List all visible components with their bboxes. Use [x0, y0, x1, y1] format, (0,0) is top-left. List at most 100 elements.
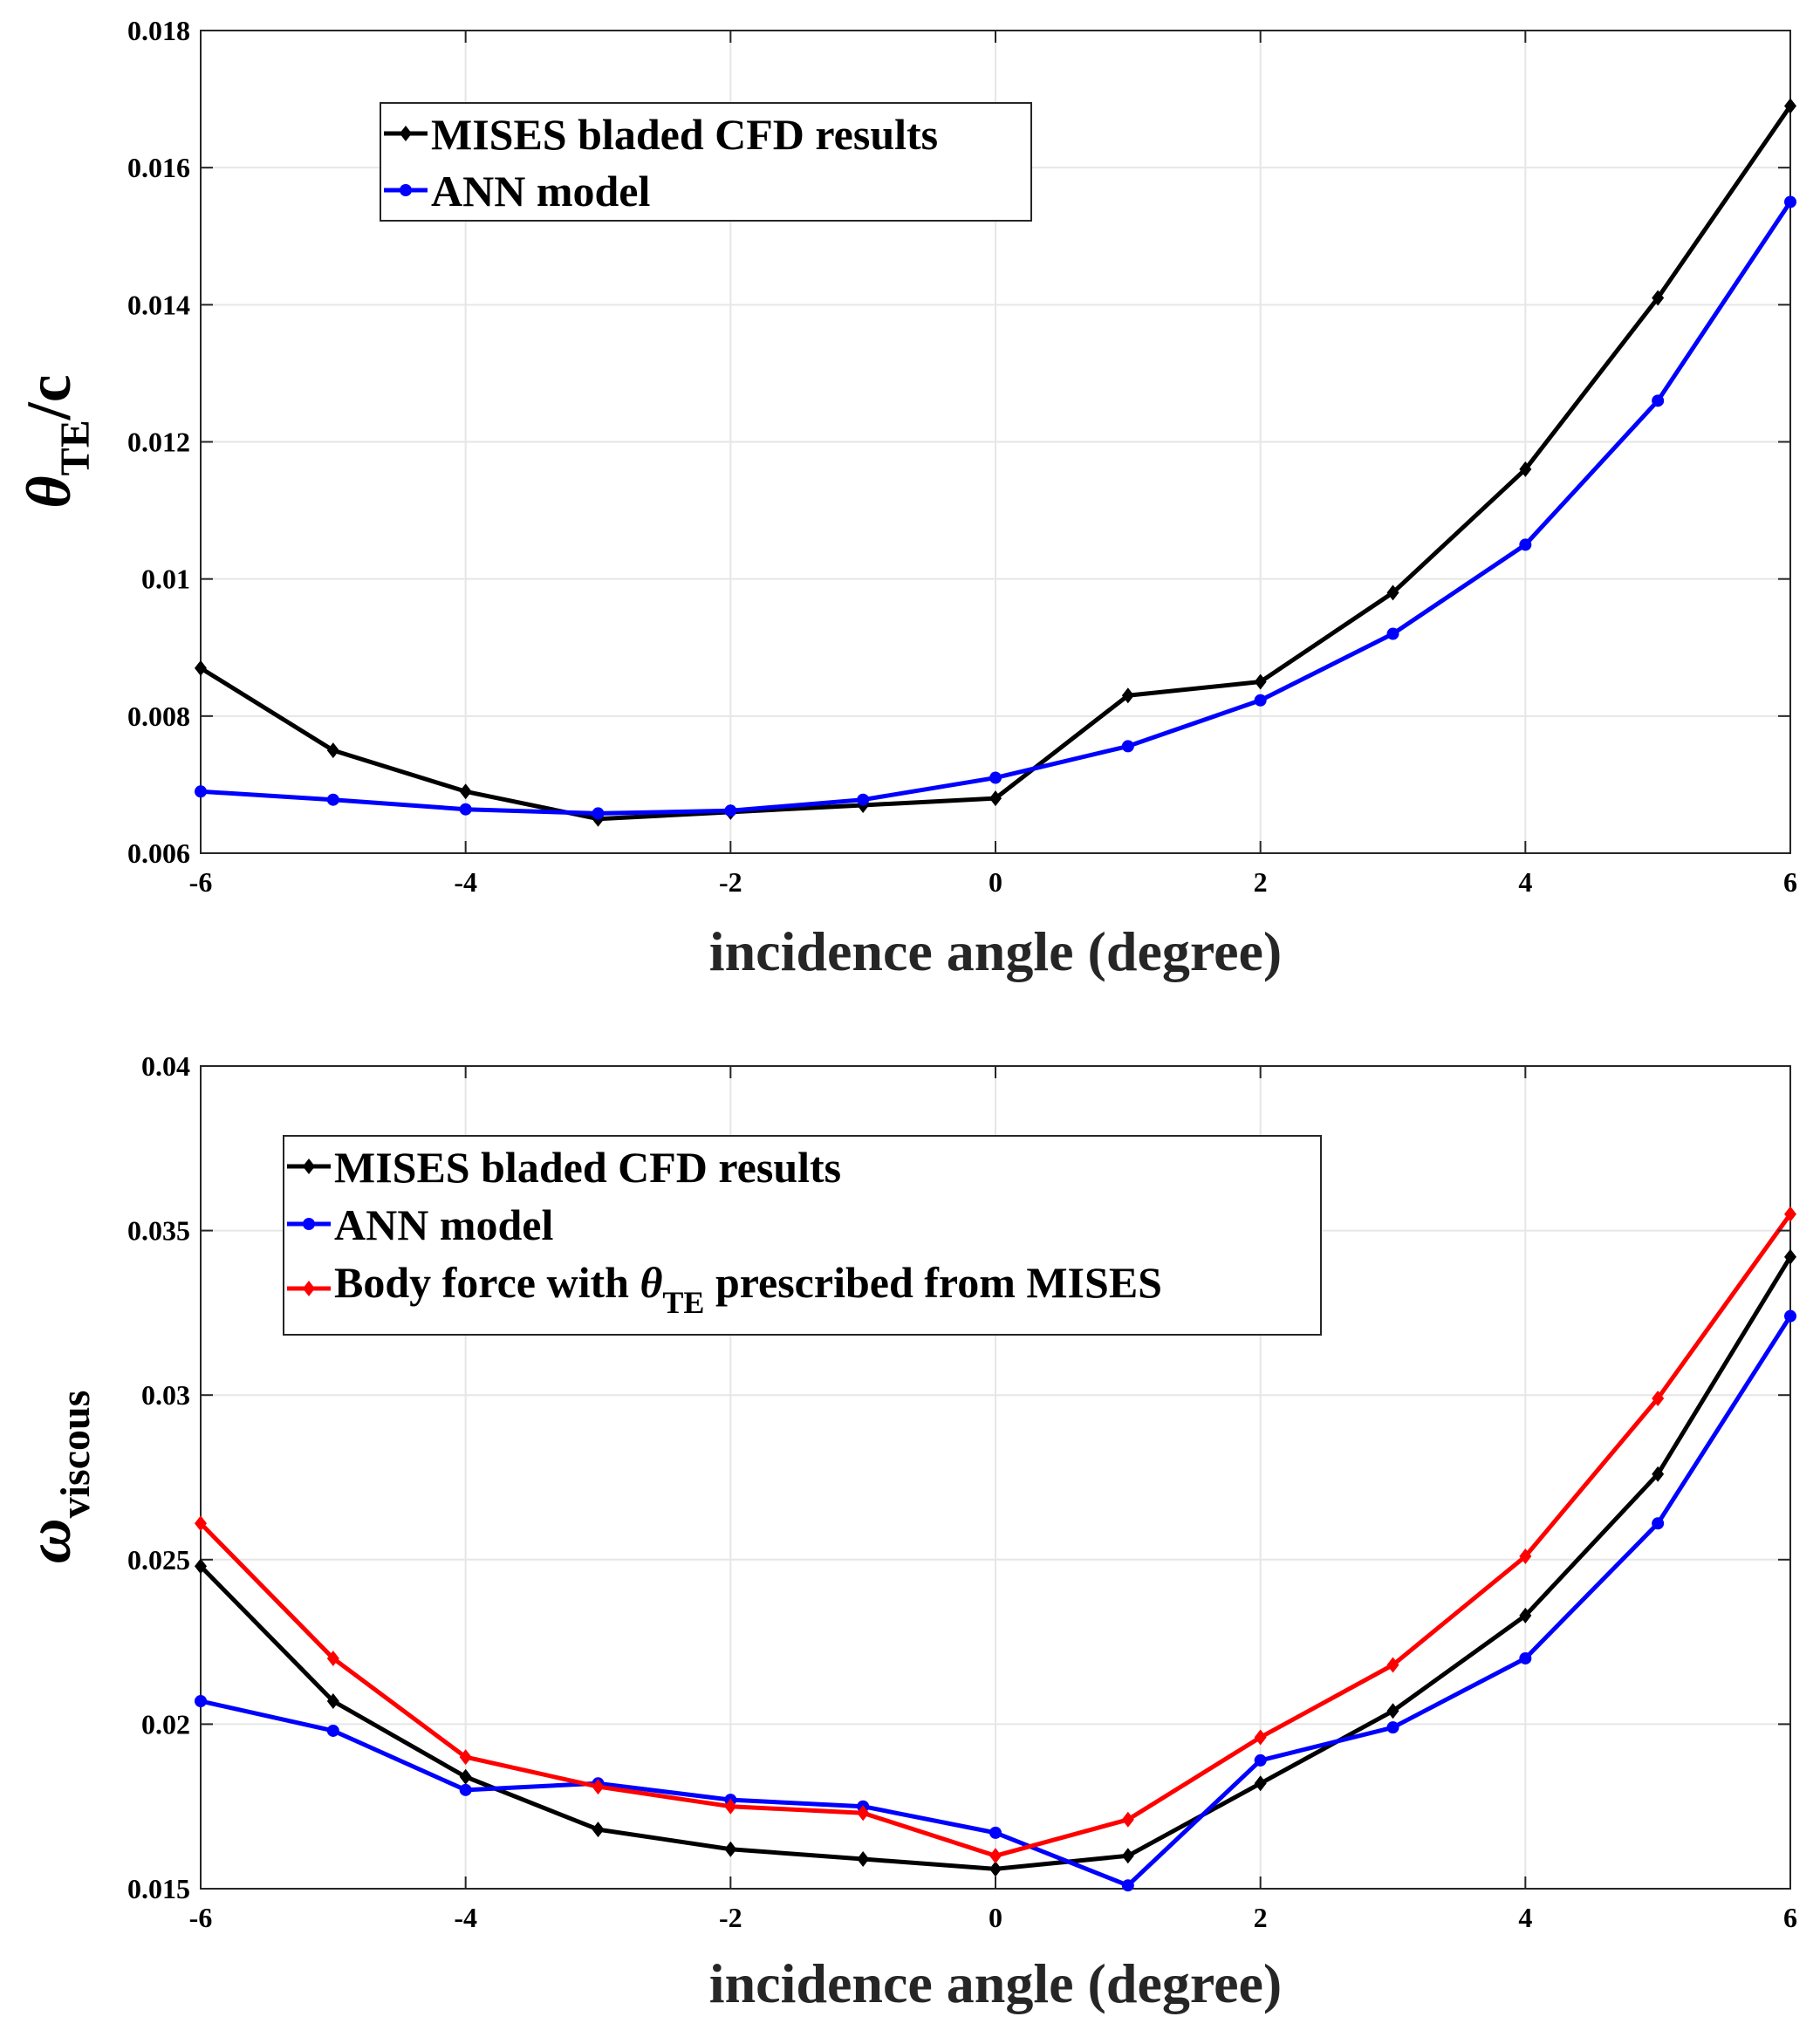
chart-top-x-tick-label: 2 [1254, 866, 1268, 898]
chart-bottom-series-ann-point [459, 1783, 472, 1796]
chart-top-x-tick-label: -4 [454, 866, 477, 898]
chart-bottom-series-mises-point [1254, 1775, 1267, 1792]
chart-bottom-series-ann-point [989, 1826, 1002, 1839]
chart-top-legend-marker-ann [400, 184, 412, 196]
chart-bottom-series-mises-point [326, 1692, 339, 1709]
chart-top-series-ann-point [1652, 394, 1665, 407]
chart-top-x-axis-title: incidence angle (degree) [709, 920, 1282, 982]
chart-top-series-ann-point [326, 793, 339, 806]
chart-bottom-series-body-point [1519, 1548, 1532, 1565]
chart-bottom-series-body-point [195, 1515, 207, 1532]
chart-top-y-axis-title: θTE/c [14, 374, 99, 508]
chart-bottom-x-tick-label: -2 [719, 1902, 742, 1933]
chart-bottom-x-axis-title: incidence angle (degree) [709, 1952, 1282, 2014]
chart-bottom-series-mises-point [857, 1851, 870, 1868]
chart-bottom-legend-label-mises: MISES bladed CFD results [334, 1143, 841, 1192]
chart-bottom-series-mises-point [724, 1841, 737, 1857]
chart-bottom-series-ann-point [1784, 1309, 1796, 1323]
legend-bodyforce-before: Body force with [334, 1258, 640, 1307]
chart-top-series-mises-point [1519, 461, 1532, 477]
chart-top-series-ann-point [1386, 627, 1399, 640]
chart-bottom-legend-marker-mises [303, 1159, 315, 1174]
chart-bottom-y-tick-label: 0.02 [141, 1708, 190, 1740]
chart-top-y-axis-symbol: θ [14, 475, 84, 508]
legend-bodyforce-after: prescribed from MISES [704, 1258, 1162, 1307]
chart-bottom-series-mises-point [1386, 1703, 1399, 1719]
chart-top-legend: MISES bladed CFD results ANN model [380, 102, 1032, 222]
chart-top-x-tick-label: 6 [1783, 866, 1797, 898]
chart-bottom-y-tick-label: 0.035 [127, 1215, 190, 1247]
chart-top-series-mises-point [1652, 290, 1665, 306]
chart-bottom-series-mises-point [459, 1768, 472, 1785]
chart-top-series-ann-point [1121, 740, 1134, 753]
chart-top-series-ann-point [1519, 538, 1532, 551]
chart-top-series-ann-point [459, 803, 472, 816]
chart-top-series-mises-point [1121, 687, 1134, 704]
chart-bottom-series-body-point [1121, 1811, 1134, 1828]
chart-bottom-legend: MISES bladed CFD results ANN model Body … [283, 1135, 1322, 1336]
chart-bottom-y-axis-subscript: viscous [52, 1391, 99, 1519]
chart-bottom-x-tick-label: 6 [1783, 1902, 1797, 1933]
chart-bottom-series-mises-point [989, 1861, 1002, 1877]
chart-bottom-series-mises-point [1519, 1607, 1532, 1623]
chart-bottom-series-body-point [1254, 1729, 1267, 1746]
chart-bottom-legend-box [283, 1135, 1322, 1336]
chart-bottom-y-tick-label: 0.03 [141, 1379, 190, 1411]
chart-top-series-ann-point [989, 771, 1002, 784]
chart-top-series-mises-point [1784, 98, 1796, 114]
chart-top-legend-marker-mises [400, 126, 412, 141]
chart-bottom-series-mises-point [592, 1822, 605, 1838]
chart-bottom-series-mises-point [1784, 1248, 1796, 1265]
chart-bottom-series-body-point [459, 1749, 472, 1766]
chart-bottom-series-body-point [326, 1650, 339, 1666]
chart-bottom-legend-marker-ann [303, 1218, 315, 1230]
chart-top-y-axis-subscript: TE [52, 420, 99, 475]
chart-bottom-series [195, 1206, 1796, 1892]
chart-top-y-tick-label: 0.006 [127, 837, 190, 869]
chart-bottom-series-ann-point [1652, 1517, 1665, 1530]
chart-top-x-tick-label: -2 [719, 866, 742, 898]
chart-bottom-y-axis-symbol: ω [14, 1518, 84, 1563]
chart-bottom-x-tick-label: -4 [454, 1902, 477, 1933]
chart-bottom-series-ann-point [1519, 1651, 1532, 1664]
chart-top-y-tick-label: 0.018 [127, 15, 190, 46]
chart-bottom-series-body-point [989, 1848, 1002, 1864]
chart-bottom-series-body-point [1652, 1390, 1665, 1406]
chart-top-y-tick-label: 0.012 [127, 427, 190, 458]
chart-top-series-ann-point [195, 785, 207, 798]
chart-top-series-ann-point [592, 807, 605, 820]
chart-top-series-mises-point [326, 742, 339, 759]
chart-bottom-legend-label-ann: ANN model [334, 1200, 553, 1249]
chart-top-series-mises-point [989, 790, 1002, 807]
chart-top-y-tick-label: 0.016 [127, 152, 190, 183]
chart-top-series-mises-point [195, 660, 207, 676]
chart-bottom-legend-marker-bodyforce [303, 1281, 315, 1296]
chart-bottom-x-tick-label: 2 [1254, 1902, 1268, 1933]
chart-top-x-tick-label: 4 [1518, 866, 1532, 898]
chart-top-x-tick-label: -6 [189, 866, 213, 898]
chart-top-series [195, 98, 1796, 827]
chart-top-legend-label-mises: MISES bladed CFD results [431, 110, 938, 159]
chart-top-legend-label-ann: ANN model [431, 167, 650, 215]
chart-bottom-series-body-point [857, 1805, 870, 1822]
chart-bottom-series-mises-point [1121, 1848, 1134, 1864]
chart-bottom-ticks: -6 -4 -2 0 2 4 6 0.015 0.02 0.025 0.03 0.035 0.04 [127, 1050, 1797, 1933]
chart-bottom-series-ann-point [326, 1724, 339, 1737]
chart-bottom-legend-label-bodyforce: Body force with θTE prescribed from MISE… [334, 1258, 1162, 1320]
chart-top-y-tick-label: 0.01 [141, 564, 190, 595]
chart-bottom-series-ann-point [195, 1694, 207, 1707]
chart-bottom-y-tick-label: 0.025 [127, 1544, 190, 1576]
legend-bodyforce-symbol: θ [640, 1258, 662, 1307]
chart-bottom-series-mises-point [1652, 1466, 1665, 1482]
chart-top-legend-box [380, 102, 1032, 222]
chart-top-x-tick-label: 0 [989, 866, 1002, 898]
chart-top-series-ann-point [857, 793, 870, 806]
chart-bottom-series-ann-point [1386, 1721, 1399, 1734]
chart-top-series-mises-point [459, 783, 472, 800]
chart-bottom-series-body-point [1386, 1657, 1399, 1673]
chart-bottom-series-body-point [724, 1798, 737, 1815]
chart-bottom-y-tick-label: 0.015 [127, 1873, 190, 1904]
legend-bodyforce-subscript: TE [662, 1285, 704, 1320]
chart-bottom-series-body-point [592, 1779, 605, 1795]
